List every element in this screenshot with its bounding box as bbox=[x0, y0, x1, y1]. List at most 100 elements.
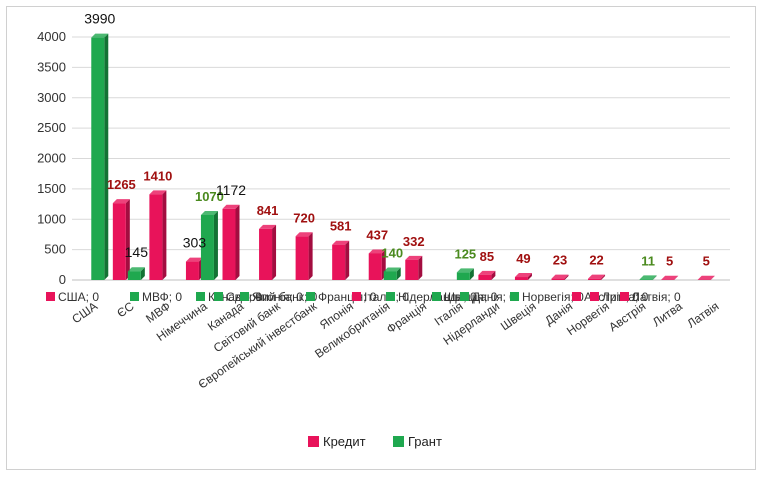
bar-top bbox=[661, 275, 679, 280]
y-tick-label: 2500 bbox=[37, 120, 66, 135]
chart-frame bbox=[6, 6, 756, 470]
bar-top bbox=[697, 275, 715, 280]
bar-side bbox=[272, 224, 277, 280]
label-key bbox=[386, 292, 395, 301]
bar-side bbox=[469, 268, 474, 280]
data-label: 125 bbox=[454, 246, 476, 261]
label-key bbox=[590, 292, 599, 301]
x-tick-label: Австрія bbox=[606, 299, 648, 334]
label-key bbox=[620, 292, 629, 301]
bar-top bbox=[478, 270, 496, 275]
y-axis: 0 500 1000 1500 2000 2500 3000 3500 4000 bbox=[37, 29, 66, 287]
data-label: 85 bbox=[480, 249, 494, 264]
label-key bbox=[460, 292, 469, 301]
overlapping-label: Норвегія; 0 bbox=[522, 290, 584, 304]
x-tick-label: Франція bbox=[384, 299, 429, 336]
bar-face bbox=[368, 253, 382, 280]
bar-side bbox=[308, 232, 313, 280]
bar-credit-2 bbox=[149, 190, 167, 280]
bar-top bbox=[200, 210, 218, 215]
bar-face bbox=[259, 228, 273, 280]
gridlines bbox=[72, 36, 730, 281]
data-label: 3990 bbox=[84, 11, 115, 27]
bar-grant-3 bbox=[200, 210, 218, 280]
bar-face bbox=[200, 214, 214, 280]
data-label: 1265 bbox=[107, 177, 136, 192]
data-label: 437 bbox=[366, 227, 388, 242]
label-key bbox=[196, 292, 205, 301]
data-label: 1410 bbox=[143, 168, 172, 183]
bar-top bbox=[295, 232, 313, 237]
overlapping-label: Японія; 0 bbox=[252, 290, 303, 304]
label-key bbox=[46, 292, 55, 301]
bar-face bbox=[222, 208, 236, 280]
bar-credit-1 bbox=[112, 199, 130, 280]
bar-face bbox=[639, 279, 653, 280]
bar-top bbox=[91, 33, 109, 38]
bar-face bbox=[91, 37, 105, 280]
bar-top bbox=[149, 190, 167, 195]
legend: Кредит Грант bbox=[308, 434, 442, 449]
bar-side bbox=[396, 267, 401, 280]
bar-side bbox=[564, 274, 569, 280]
label-key bbox=[352, 292, 361, 301]
bar-credit-12 bbox=[514, 273, 532, 280]
bar-credit-14 bbox=[588, 274, 606, 280]
x-tick-label: Латвія bbox=[684, 299, 721, 331]
x-tick-label: Швеція bbox=[498, 299, 539, 333]
data-label: 841 bbox=[257, 203, 279, 218]
overlapping-label: Франція; 0 bbox=[318, 290, 377, 304]
bar-grant-0 bbox=[91, 33, 109, 280]
bar-top bbox=[368, 249, 386, 254]
bar-side bbox=[235, 204, 240, 280]
bar-credit-9 bbox=[405, 255, 423, 280]
data-label: 11 bbox=[641, 253, 655, 268]
bar-side bbox=[162, 190, 167, 280]
bar-top bbox=[405, 255, 423, 260]
y-tick-label: 1000 bbox=[37, 211, 66, 226]
bar-side bbox=[125, 199, 130, 280]
bar-credit-3 bbox=[185, 257, 203, 280]
bar-top bbox=[332, 240, 350, 245]
label-key bbox=[214, 292, 223, 301]
bar-face bbox=[405, 259, 419, 280]
bar-face bbox=[588, 278, 602, 280]
bar-top bbox=[185, 257, 203, 262]
y-tick-label: 3500 bbox=[37, 59, 66, 74]
label-key bbox=[240, 292, 249, 301]
bar-credit-6 bbox=[295, 232, 313, 280]
bar-face bbox=[456, 272, 470, 280]
bar-side bbox=[710, 275, 715, 280]
bar-top bbox=[112, 199, 130, 204]
data-label: 303 bbox=[183, 235, 207, 251]
bar-side bbox=[491, 270, 496, 280]
bar-face bbox=[332, 244, 346, 280]
label-key bbox=[432, 292, 441, 301]
legend-swatch-1 bbox=[393, 436, 404, 447]
y-tick-label: 1500 bbox=[37, 181, 66, 196]
bar-top bbox=[551, 274, 569, 279]
data-label: 332 bbox=[403, 234, 425, 249]
data-label: 145 bbox=[125, 244, 149, 260]
overlapping-label: Данія; 0 bbox=[472, 290, 516, 304]
overlapping-label: США; 0 bbox=[58, 290, 99, 304]
bar-credit-7 bbox=[332, 240, 350, 280]
label-key bbox=[306, 292, 315, 301]
bar-top bbox=[514, 273, 532, 278]
bar-credit-13 bbox=[551, 274, 569, 280]
bar-top bbox=[259, 224, 277, 229]
bar-face bbox=[514, 277, 528, 280]
data-label: 23 bbox=[553, 253, 567, 268]
bar-top bbox=[127, 267, 145, 272]
data-label: 581 bbox=[330, 219, 352, 234]
bar-top bbox=[383, 267, 401, 272]
bar-credit-4 bbox=[222, 204, 240, 280]
bar-credit-11 bbox=[478, 270, 496, 280]
bar-grant-1 bbox=[127, 267, 145, 280]
bar-top bbox=[639, 275, 657, 280]
bar-credit-17 bbox=[697, 275, 715, 280]
bar-face bbox=[478, 274, 492, 280]
bar-side bbox=[527, 273, 532, 280]
